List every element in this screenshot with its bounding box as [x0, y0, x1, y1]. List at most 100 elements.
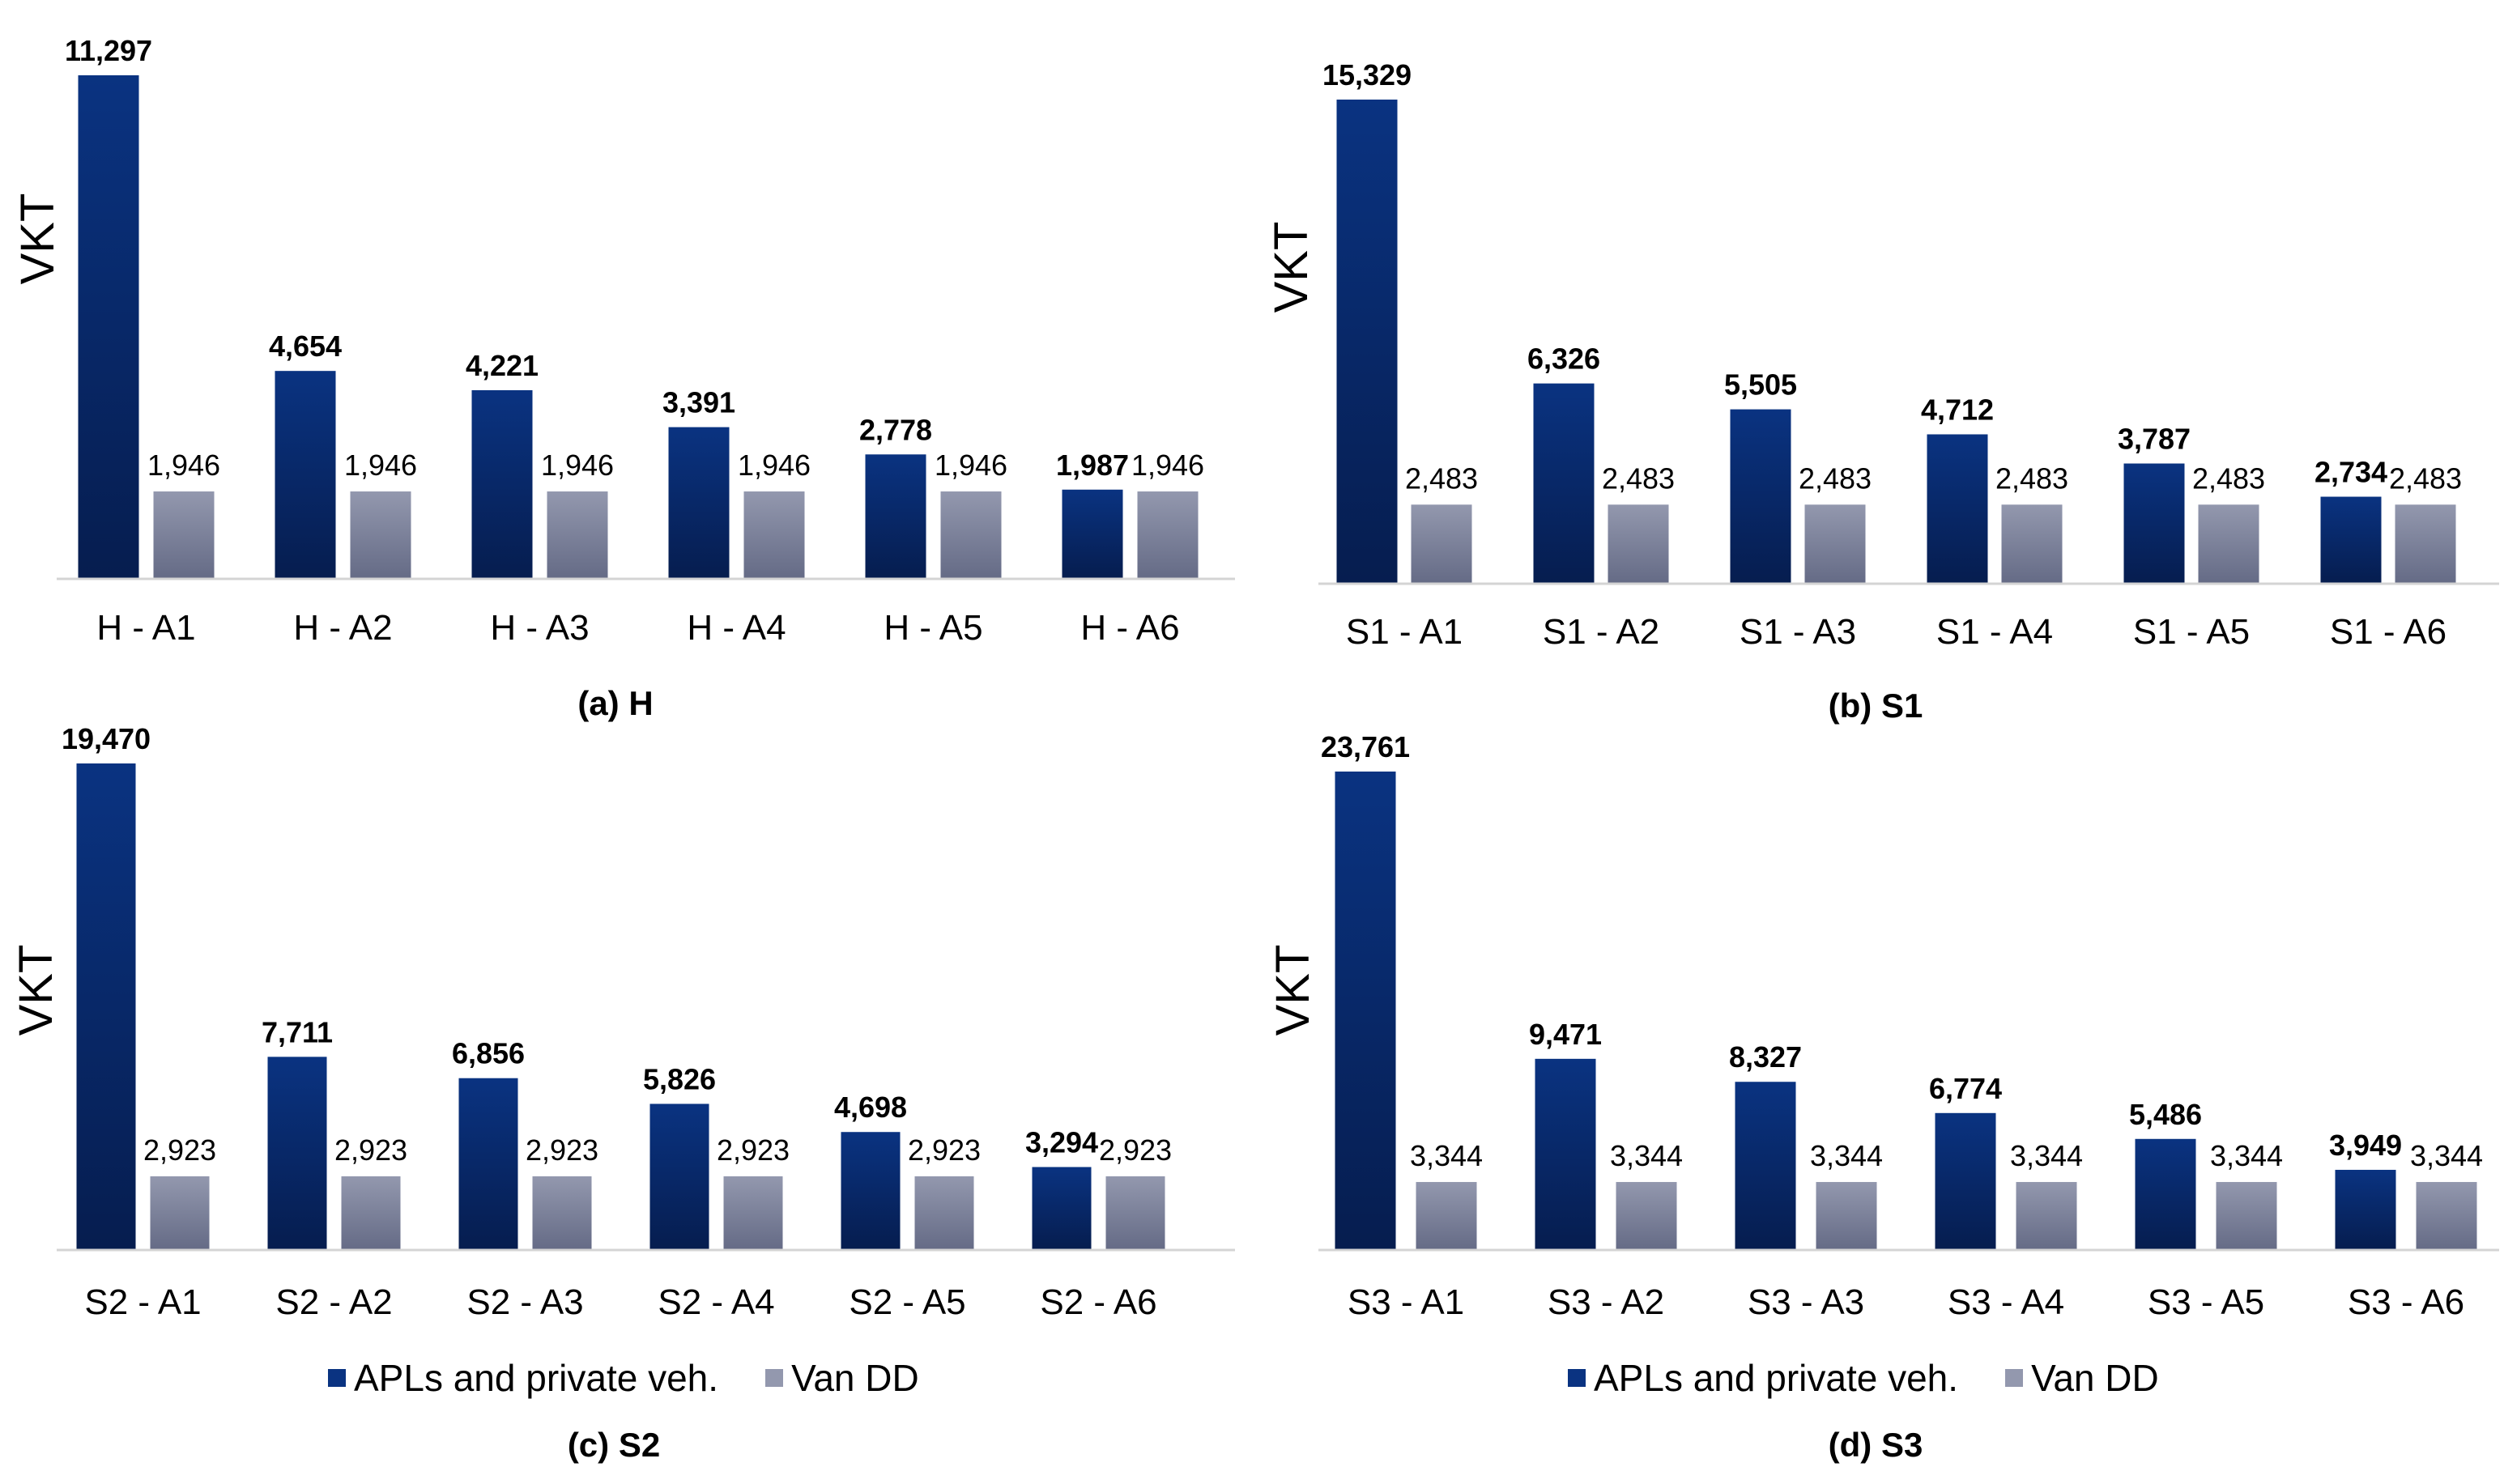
value-label-apl: 4,698 [834, 1091, 907, 1124]
chart-svg-c: VKT 19,470 2,923 S2 - A1 7,711 2,923 S2 - A2 6,… [10, 722, 1235, 1322]
value-label-apl: 1,987 [1056, 449, 1129, 482]
x-tick-label: H - A1 [96, 608, 195, 648]
value-label-apl: 6,774 [1929, 1072, 2002, 1105]
bar-van [153, 491, 215, 578]
bar-van [723, 1176, 783, 1249]
bar-apl [1533, 383, 1595, 583]
legend-swatch-apl [328, 1369, 346, 1387]
bar-apl [841, 1132, 901, 1249]
value-label-van: 2,923 [908, 1133, 981, 1167]
caption-a: (a) H [577, 684, 654, 722]
bar-apl [267, 1057, 327, 1249]
bar-van [1816, 1181, 1877, 1249]
bar-van [341, 1176, 401, 1249]
value-label-apl: 6,856 [452, 1037, 525, 1070]
legend-swatch-van [2005, 1369, 2024, 1387]
legend-entry-apl: APLs and private veh. [328, 1356, 718, 1400]
x-tick-label: H - A3 [490, 608, 589, 648]
value-label-apl: 2,734 [2314, 456, 2387, 489]
y-axis-label: VKT [11, 193, 64, 285]
value-label-apl: 23,761 [1321, 730, 1410, 763]
bar-apl [1062, 489, 1123, 578]
value-label-apl: 9,471 [1529, 1018, 1602, 1051]
bar-van [940, 491, 1002, 578]
bar-apl [649, 1103, 709, 1249]
legend-d: APLs and private veh. Van DD [1568, 1356, 2206, 1400]
bar-van [1608, 504, 1669, 583]
bar-apl [471, 389, 533, 578]
legend-entry-van: Van DD [765, 1356, 919, 1400]
x-tick-label: H - A6 [1080, 608, 1179, 648]
bar-apl [78, 75, 139, 578]
x-tick-label: H - A4 [687, 608, 786, 648]
value-label-apl: 11,297 [65, 34, 152, 67]
x-tick-label: S1 - A3 [1740, 612, 1856, 652]
legend-entry-van: Van DD [2005, 1356, 2159, 1400]
bar-apl [1535, 1058, 1596, 1249]
legend-label-van: Van DD [791, 1357, 919, 1399]
bar-van [150, 1176, 210, 1249]
caption-d: (d) S3 [1828, 1426, 1923, 1464]
y-axis-label: VKT [1267, 945, 1319, 1036]
bar-van [1137, 491, 1199, 578]
caption-c: (c) S2 [567, 1426, 661, 1464]
x-tick-label: S2 - A3 [466, 1282, 583, 1322]
bar-apl [275, 371, 336, 578]
bar-van [743, 491, 805, 578]
value-label-apl: 15,329 [1322, 58, 1412, 91]
bar-van [547, 491, 608, 578]
value-label-van: 2,483 [1995, 461, 2068, 495]
value-label-van: 3,344 [1610, 1139, 1683, 1172]
value-label-van: 3,344 [1410, 1139, 1483, 1172]
x-tick-label: S2 - A4 [658, 1282, 774, 1322]
value-label-van: 2,483 [2192, 461, 2265, 495]
value-label-van: 2,923 [334, 1133, 407, 1167]
bar-van [1616, 1181, 1677, 1249]
value-label-apl: 3,294 [1025, 1125, 1098, 1159]
value-label-apl: 4,221 [466, 349, 539, 382]
bar-van [1416, 1181, 1477, 1249]
value-label-apl: 7,711 [262, 1015, 333, 1048]
x-tick-label: S3 - A2 [1548, 1282, 1664, 1322]
value-label-van: 2,483 [2389, 461, 2462, 495]
value-label-van: 3,344 [2010, 1139, 2083, 1172]
x-tick-label: S2 - A1 [84, 1282, 201, 1322]
value-label-van: 2,483 [1405, 461, 1478, 495]
value-label-van: 1,946 [738, 449, 811, 482]
chart-panel-b: VKT 15,329 2,483 S1 - A1 6,326 2,483 S1 - A2 5,… [1252, 0, 2504, 745]
value-label-apl: 5,826 [643, 1062, 716, 1095]
bar-van [2416, 1181, 2477, 1249]
value-label-van: 2,923 [526, 1133, 598, 1167]
x-tick-label: S3 - A6 [2348, 1282, 2464, 1322]
value-label-van: 3,344 [2410, 1139, 2483, 1172]
chart-panel-d: VKT 23,761 3,344 S3 - A1 9,471 3,344 S3 - A2 8,… [1252, 730, 2504, 1484]
value-label-van: 2,923 [143, 1133, 216, 1167]
value-label-van: 1,946 [1131, 449, 1204, 482]
x-tick-label: S3 - A1 [1348, 1282, 1464, 1322]
x-tick-label: S3 - A4 [1948, 1282, 2064, 1322]
x-tick-label: S3 - A5 [2148, 1282, 2264, 1322]
x-tick-label: S1 - A4 [1936, 612, 2053, 652]
value-label-apl: 2,778 [859, 413, 932, 446]
bar-apl [1032, 1167, 1092, 1249]
x-tick-label: S1 - A1 [1346, 612, 1463, 652]
value-label-van: 2,483 [1602, 461, 1675, 495]
legend-label-van: Van DD [2031, 1357, 2159, 1399]
chart-panel-c: VKT 19,470 2,923 S2 - A1 7,711 2,923 S2 - A2 6,… [0, 722, 1252, 1484]
x-tick-label: H - A2 [293, 608, 392, 648]
x-tick-label: S2 - A5 [849, 1282, 965, 1322]
legend-entry-apl: APLs and private veh. [1568, 1356, 1958, 1400]
legend-swatch-van [765, 1369, 784, 1387]
bar-apl [1335, 772, 1396, 1249]
value-label-apl: 6,326 [1527, 342, 1600, 376]
value-label-van: 2,483 [1799, 461, 1872, 495]
legend-label-apl: APLs and private veh. [1594, 1357, 1959, 1399]
bar-van [1105, 1176, 1165, 1249]
x-tick-label: S1 - A5 [2133, 612, 2250, 652]
legend-label-apl: APLs and private veh. [354, 1357, 719, 1399]
value-label-apl: 4,712 [1921, 393, 1994, 426]
bar-apl [76, 763, 136, 1249]
chart-svg-b: VKT 15,329 2,483 S1 - A1 6,326 2,483 S1 - A2 5,… [1265, 58, 2499, 652]
bar-van [2395, 504, 2456, 583]
